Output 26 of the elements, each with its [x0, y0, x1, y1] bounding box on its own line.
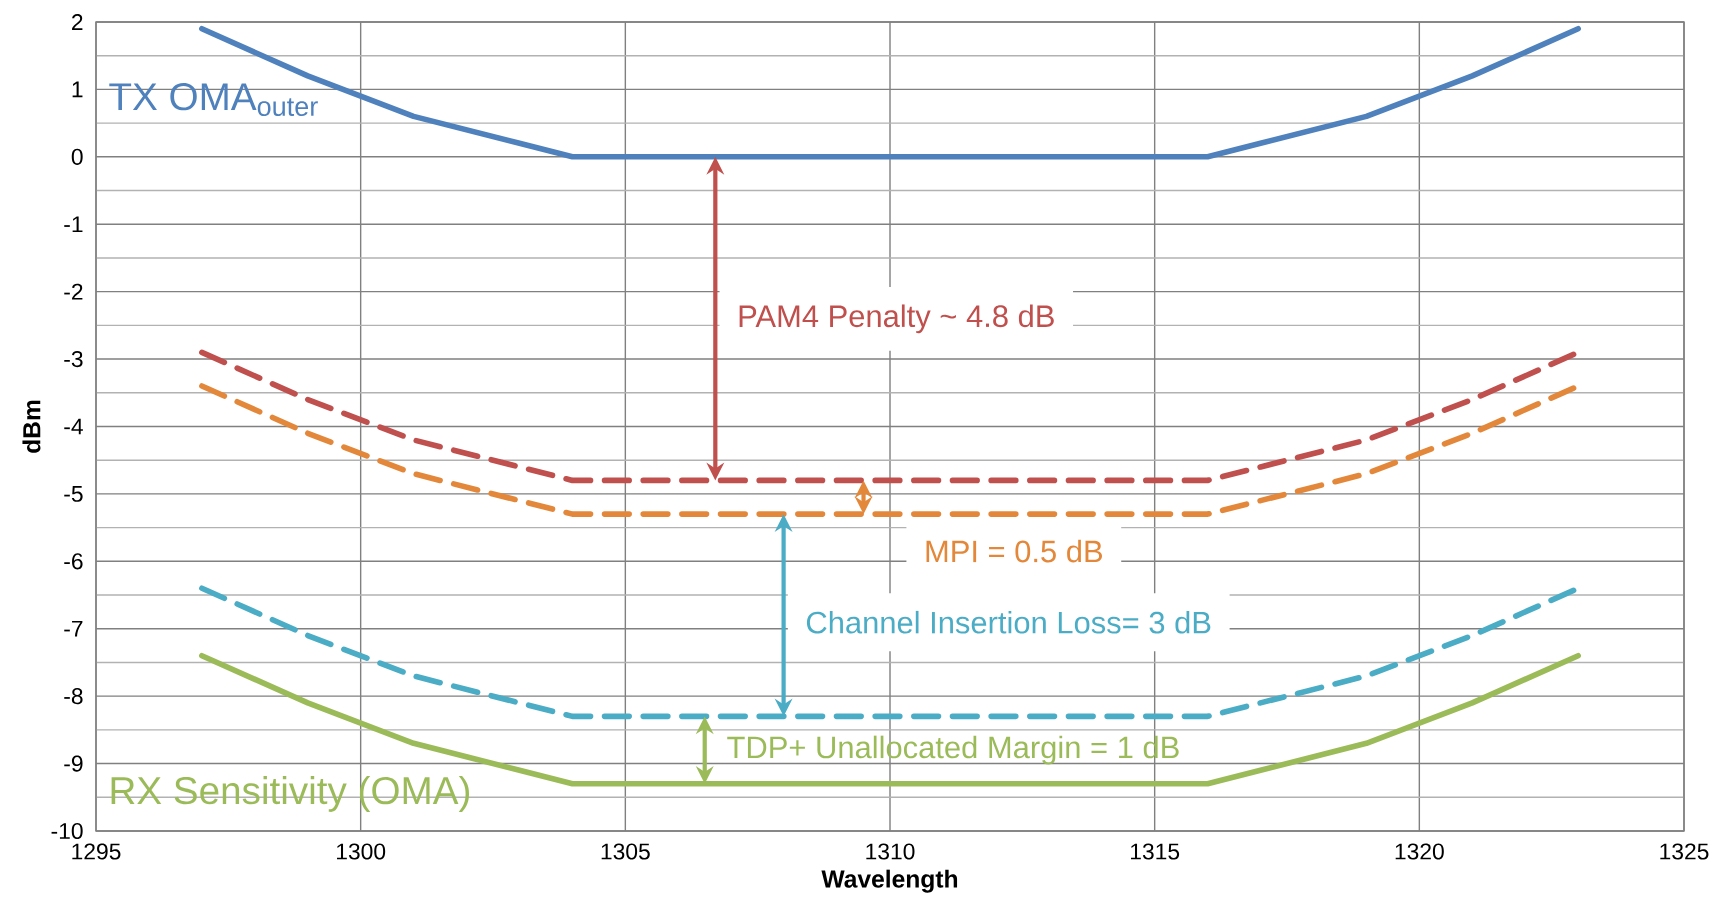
y-tick-label: -5 — [64, 485, 83, 502]
x-tick-label: 1305 — [601, 843, 650, 860]
x-tick-label: 1315 — [1131, 843, 1180, 860]
y-tick-label: 2 — [72, 14, 83, 30]
y-tick-label: -8 — [64, 688, 83, 705]
x-tick-label: 1295 — [72, 843, 121, 860]
y-tick-label: -7 — [64, 620, 83, 637]
y-tick-label: -1 — [64, 216, 83, 233]
x-tick-label: 1325 — [1660, 843, 1709, 860]
y-axis-title: dBm — [22, 400, 41, 453]
annotation: PAM4 Penalty ~ 4.8 dB — [739, 304, 1054, 334]
x-tick-label: 1310 — [866, 843, 915, 860]
x-tick-label: 1320 — [1395, 843, 1444, 860]
series-label: TX OMA$_{outer}$ — [109, 83, 318, 117]
y-tick-label: -6 — [64, 553, 83, 570]
annotation: Channel Insertion Loss= 3 dB — [806, 610, 1211, 634]
x-axis-title: Wavelength — [821, 869, 958, 893]
y-tick-label: 0 — [71, 148, 83, 165]
x-tick-label: 1300 — [337, 843, 386, 860]
y-tick-label: -4 — [64, 418, 83, 435]
y-tick-label: -10 — [51, 822, 83, 840]
y-tick-label: -9 — [64, 755, 83, 772]
annotation: MPI = 0.5 dB — [926, 539, 1103, 563]
y-tick-label: 1 — [72, 81, 83, 98]
y-tick-label: -3 — [64, 351, 83, 368]
y-tick-label: -2 — [64, 283, 83, 300]
